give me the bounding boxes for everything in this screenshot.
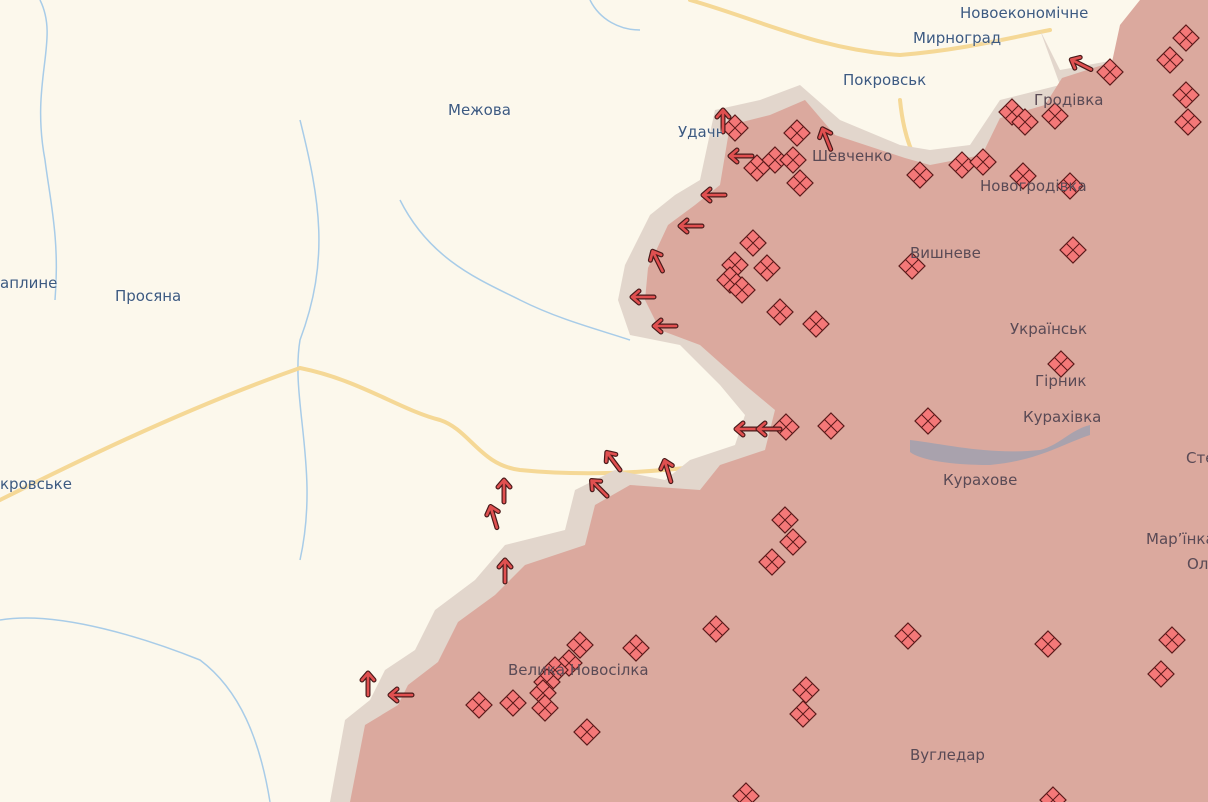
- marker-layer: [465, 24, 1202, 802]
- map-label: Велика Новосілка: [508, 661, 649, 679]
- map-label: Межова: [448, 101, 511, 119]
- rivers: [0, 0, 641, 802]
- crossed-diamond-icon[interactable]: [1039, 786, 1067, 802]
- arrow-icon: [1068, 54, 1094, 72]
- arrow-icon: [495, 477, 513, 505]
- map-label: Новоекономічне: [960, 4, 1089, 22]
- arrow-icon: [817, 126, 834, 152]
- crossed-diamond-icon[interactable]: [1147, 660, 1175, 688]
- arrow-icon: [359, 670, 377, 698]
- crossed-diamond-icon[interactable]: [622, 634, 650, 662]
- map-label: Вугледар: [910, 746, 985, 764]
- map-label: Курахове: [943, 471, 1018, 489]
- crossed-diamond-icon[interactable]: [914, 407, 942, 435]
- crossed-diamond-icon[interactable]: [728, 276, 756, 304]
- map-label: Гродівка: [1034, 91, 1104, 109]
- crossed-diamond-icon[interactable]: [566, 631, 594, 659]
- crossed-diamond-icon[interactable]: [779, 146, 807, 174]
- crossed-diamond-icon[interactable]: [817, 412, 845, 440]
- arrow-icon: [677, 217, 705, 235]
- arrow-icon: [387, 686, 415, 704]
- crossed-diamond-icon[interactable]: [465, 691, 493, 719]
- crossed-diamond-icon[interactable]: [758, 548, 786, 576]
- arrow-icon: [484, 504, 501, 531]
- map-label: Мирноград: [913, 29, 1002, 47]
- crossed-diamond-icon[interactable]: [792, 676, 820, 704]
- map-label: Сте: [1186, 449, 1208, 467]
- crossed-diamond-icon[interactable]: [802, 310, 830, 338]
- arrow-icon: [727, 147, 755, 165]
- map-label: Удачне: [678, 123, 722, 141]
- arrow-icon: [647, 248, 665, 274]
- crossed-diamond-icon[interactable]: [766, 298, 794, 326]
- crossed-diamond-icon[interactable]: [772, 413, 800, 441]
- map-label: Курахівка: [1023, 408, 1102, 426]
- crossed-diamond-icon[interactable]: [1047, 350, 1075, 378]
- crossed-diamond-icon[interactable]: [786, 169, 814, 197]
- crossed-diamond-icon[interactable]: [753, 254, 781, 282]
- arrow-icon: [603, 449, 623, 473]
- map-label: Покровськ: [843, 71, 927, 89]
- crossed-diamond-icon[interactable]: [1041, 102, 1069, 130]
- map-label: Просяна: [115, 287, 182, 305]
- crossed-diamond-icon[interactable]: [1172, 24, 1200, 52]
- crossed-diamond-icon[interactable]: [743, 154, 771, 182]
- occupied-area: [350, 0, 1208, 802]
- crossed-diamond-icon[interactable]: [1158, 626, 1186, 654]
- crossed-diamond-icon[interactable]: [898, 252, 926, 280]
- arrow-icon: [651, 317, 679, 335]
- crossed-diamond-icon[interactable]: [499, 689, 527, 717]
- crossed-diamond-icon[interactable]: [1172, 81, 1200, 109]
- map-label: Мар’їнка: [1146, 530, 1208, 548]
- crossed-diamond-icon[interactable]: [779, 528, 807, 556]
- crossed-diamond-icon[interactable]: [894, 622, 922, 650]
- arrow-icon: [755, 420, 783, 438]
- map-label: Новогродівка: [980, 177, 1087, 195]
- arrow-icon: [733, 420, 761, 438]
- arrow-icon: [700, 186, 728, 204]
- arrow-icon: [629, 288, 657, 306]
- arrow-icon: [496, 557, 514, 585]
- crossed-diamond-icon[interactable]: [1034, 630, 1062, 658]
- arrow-icon: [589, 478, 610, 499]
- arrow-icon: [658, 458, 675, 485]
- crossed-diamond-icon[interactable]: [969, 148, 997, 176]
- crossed-diamond-icon[interactable]: [1059, 236, 1087, 264]
- crossed-diamond-icon[interactable]: [1174, 108, 1202, 136]
- crossed-diamond-icon[interactable]: [789, 700, 817, 728]
- crossed-diamond-icon[interactable]: [783, 119, 811, 147]
- crossed-diamond-icon[interactable]: [906, 161, 934, 189]
- crossed-diamond-icon[interactable]: [1011, 108, 1039, 136]
- crossed-diamond-icon[interactable]: [702, 615, 730, 643]
- map-label: кровське: [0, 475, 72, 493]
- crossed-diamond-icon[interactable]: [721, 114, 749, 142]
- map-label: Українськ: [1010, 320, 1088, 338]
- crossed-diamond-icon[interactable]: [1009, 162, 1037, 190]
- crossed-diamond-icon[interactable]: [739, 229, 767, 257]
- arrow-layer: [359, 54, 1094, 704]
- crossed-diamond-icon[interactable]: [732, 782, 760, 802]
- map-label: Шевченко: [812, 147, 893, 165]
- arrow-icon: [714, 107, 732, 135]
- crossed-diamond-icon[interactable]: [771, 506, 799, 534]
- crossed-diamond-icon[interactable]: [1056, 172, 1084, 200]
- map-label: аплине: [0, 274, 58, 292]
- map-label: Ол: [1187, 555, 1208, 573]
- crossed-diamond-icon[interactable]: [531, 694, 559, 722]
- map-label: Вишневе: [910, 244, 981, 262]
- crossed-diamond-icon[interactable]: [1156, 46, 1184, 74]
- map-label: Гірник: [1035, 372, 1087, 390]
- crossed-diamond-icon[interactable]: [573, 718, 601, 746]
- crossed-diamond-icon[interactable]: [1096, 58, 1124, 86]
- reservoir-kurakhove: [910, 425, 1090, 465]
